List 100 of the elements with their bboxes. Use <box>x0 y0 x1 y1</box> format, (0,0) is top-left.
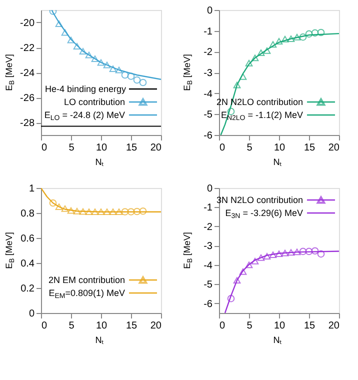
y-tick-label: 1 <box>28 184 35 194</box>
y-tick-label: 0.2 <box>20 284 35 294</box>
point <box>245 60 253 66</box>
point <box>85 208 93 215</box>
point <box>293 34 301 40</box>
x-axis-title: Nₜ <box>95 335 104 345</box>
x-tick-label: 5 <box>68 320 75 332</box>
x-tick-label: 15 <box>304 142 316 154</box>
point <box>97 59 105 66</box>
y-tick-label: -6 <box>204 298 213 310</box>
point <box>103 62 111 68</box>
y-tick-label: -20 <box>20 18 35 29</box>
y-tick-label: -5 <box>204 280 213 291</box>
x-tick-label: 5 <box>246 320 253 332</box>
x-tick-label: 10 <box>96 320 108 332</box>
point <box>299 248 307 256</box>
point <box>227 294 235 302</box>
point <box>269 41 277 48</box>
y-tick-label: -4 <box>204 88 213 100</box>
point <box>115 208 123 215</box>
point <box>251 54 259 62</box>
x-tick-label: 20 <box>328 142 340 154</box>
x-tick-label: 0 <box>220 142 226 154</box>
point <box>127 72 135 80</box>
point <box>263 253 271 260</box>
point <box>245 262 253 268</box>
point <box>133 208 141 216</box>
y-tick-label: -22 <box>20 43 35 54</box>
x-tick-label: 10 <box>274 142 286 154</box>
x-tick-label: 5 <box>246 142 253 154</box>
point <box>139 78 147 86</box>
y-tick-label: -28 <box>20 118 35 129</box>
y-tick-label: -3 <box>204 241 213 252</box>
point <box>97 208 105 215</box>
point <box>79 208 87 215</box>
point <box>311 247 319 255</box>
point <box>299 33 307 41</box>
x-tick-label: 15 <box>126 142 138 154</box>
point <box>233 82 241 88</box>
point <box>109 208 117 215</box>
x-tick-label: 10 <box>96 142 108 154</box>
y-tick-label: -2 <box>204 222 213 233</box>
point <box>239 268 247 275</box>
point <box>121 71 129 79</box>
point <box>263 47 271 54</box>
x-tick-label: 20 <box>150 320 162 332</box>
point <box>55 204 63 210</box>
point <box>269 251 277 258</box>
line-series <box>51 10 161 80</box>
y-tick-label: 0 <box>206 6 213 16</box>
point <box>227 108 235 116</box>
y-tick-label: 0 <box>206 184 213 194</box>
y-tick-label: -24 <box>20 68 35 79</box>
legend-label: He-4 binding energy <box>44 84 127 94</box>
point <box>49 199 57 207</box>
point <box>257 254 265 261</box>
x-tick-label: 10 <box>274 320 286 332</box>
y-tick-label: -3 <box>204 68 213 79</box>
x-tick-label: 15 <box>126 320 138 332</box>
y-tick-label: -26 <box>20 93 35 104</box>
point <box>317 28 325 36</box>
y-tick-label: -5 <box>204 110 213 121</box>
x-tick-label: 0 <box>42 320 48 332</box>
point <box>287 249 295 256</box>
point <box>103 208 111 215</box>
point <box>239 73 247 80</box>
point <box>73 208 81 214</box>
y-tick-label: -1 <box>204 26 213 38</box>
x-tick-label: 5 <box>68 142 75 154</box>
point <box>233 277 241 284</box>
y-tick-label: -4 <box>204 260 213 272</box>
point <box>67 36 75 44</box>
point <box>67 207 75 214</box>
point <box>275 38 283 44</box>
point <box>55 20 63 27</box>
y-tick-label: -2 <box>204 47 213 58</box>
point <box>61 29 69 36</box>
point <box>79 48 87 54</box>
point <box>281 250 289 256</box>
point <box>281 36 289 42</box>
point <box>115 66 123 74</box>
point <box>109 66 117 72</box>
legend-label: LO contribution <box>64 97 126 107</box>
y-tick-label: 0.8 <box>20 208 35 220</box>
point <box>91 56 99 62</box>
point <box>287 36 295 42</box>
point <box>275 250 283 258</box>
point <box>91 208 99 215</box>
point <box>73 43 81 50</box>
x-tick-label: 15 <box>304 320 316 332</box>
point <box>317 250 325 258</box>
x-tick-label: 20 <box>328 320 340 332</box>
point <box>133 76 141 84</box>
point <box>293 248 301 256</box>
point <box>305 248 313 256</box>
x-axis-title: Nₜ <box>273 335 282 345</box>
y-tick-label: 0 <box>28 308 35 320</box>
x-tick-label: 0 <box>42 142 48 154</box>
y-tick-label: -6 <box>204 130 213 142</box>
point <box>311 29 319 37</box>
